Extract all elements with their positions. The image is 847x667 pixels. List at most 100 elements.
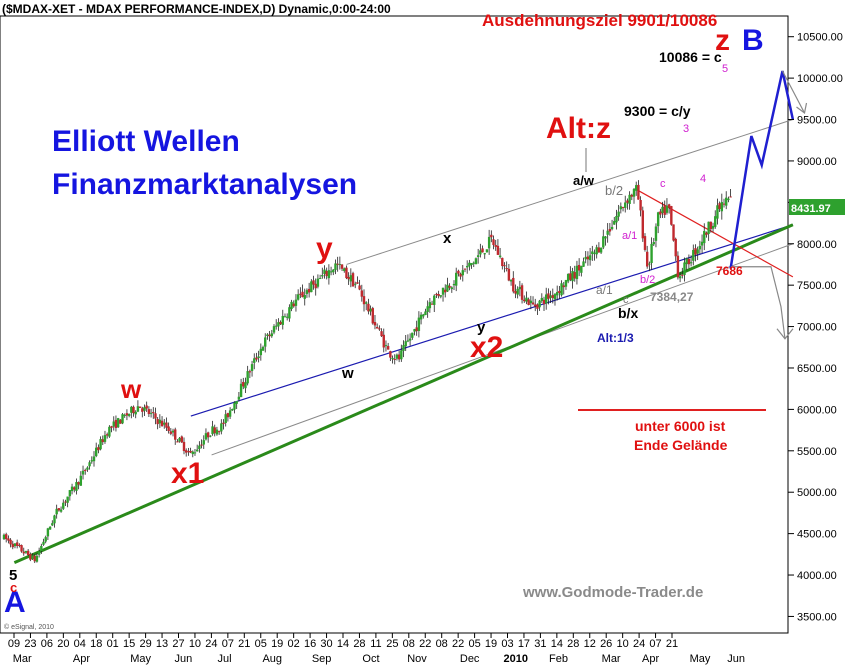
candle-up — [288, 307, 291, 319]
candle-up — [516, 288, 519, 295]
candle-up — [88, 462, 91, 467]
wave-b-2: b/2 — [605, 183, 623, 198]
wave-3: 3 — [683, 123, 689, 135]
candle-up — [149, 412, 153, 414]
candle-up — [685, 258, 688, 265]
day-tick-label: 30 — [320, 638, 332, 650]
candle-down — [527, 299, 530, 305]
candle-up — [354, 283, 357, 285]
target-annotation: Ausdehnungsziel 9901/10086 — [482, 11, 717, 30]
candle-up — [81, 470, 85, 475]
candle-up — [498, 255, 502, 258]
candle-up — [253, 358, 256, 363]
wave-x1: x1 — [171, 457, 204, 490]
candle-up — [635, 185, 638, 191]
candle-up — [404, 341, 407, 347]
day-tick-label: 18 — [90, 638, 102, 650]
candle-down — [637, 184, 640, 200]
day-tick-label: 20 — [57, 638, 69, 650]
candle-up — [593, 252, 596, 254]
candle-up — [428, 302, 432, 309]
candle-up — [652, 242, 655, 245]
wave-alt-z: Alt:z — [546, 112, 611, 145]
candle-down — [105, 434, 109, 436]
candle-down — [639, 199, 642, 211]
candle-down — [674, 238, 677, 257]
candle-down — [64, 501, 67, 503]
alt-arrow — [730, 266, 786, 339]
candle-down — [386, 346, 390, 350]
candle-down — [145, 405, 148, 409]
candle-down — [242, 381, 245, 387]
candle-down — [709, 221, 713, 230]
candle-down — [459, 273, 462, 277]
candle-down — [597, 247, 601, 253]
candle-up — [615, 216, 618, 223]
day-tick-label: 02 — [288, 638, 300, 650]
month-label: Apr — [73, 653, 90, 665]
candle-down — [167, 426, 170, 432]
candle-down — [57, 508, 61, 511]
unter-6000-text: unter 6000 ist — [635, 418, 726, 434]
candle-up — [277, 322, 280, 327]
candle-up — [692, 249, 695, 261]
day-tick-label: 19 — [485, 638, 497, 650]
candle-up — [571, 271, 574, 282]
candle-down — [362, 296, 366, 305]
day-tick-label: 16 — [304, 638, 316, 650]
candle-down — [77, 482, 80, 485]
candle-down — [132, 406, 135, 414]
level-7384-label: 7384,27 — [650, 290, 694, 304]
candle-up — [714, 216, 717, 227]
candle-down — [138, 406, 142, 408]
candle-up — [266, 334, 269, 336]
candle-up — [433, 295, 436, 305]
candle-down — [393, 358, 396, 360]
wave-y-small: y — [477, 319, 486, 336]
candle-down — [507, 268, 511, 281]
candle-up — [476, 255, 480, 258]
candle-down — [397, 354, 401, 360]
price-tick-label: 10000.00 — [797, 73, 843, 85]
candle-up — [264, 337, 267, 347]
day-tick-label: 03 — [501, 638, 513, 650]
candle-up — [46, 528, 50, 537]
candle-up — [250, 364, 254, 371]
candle-up — [365, 302, 368, 304]
candle-up — [707, 221, 710, 234]
day-tick-label: 19 — [271, 638, 283, 650]
candle-up — [665, 205, 669, 213]
month-label: Mar — [602, 653, 621, 665]
candle-down — [206, 432, 210, 438]
wave-x-small: x — [443, 230, 452, 247]
candle-down — [512, 277, 515, 292]
candle-up — [450, 287, 454, 290]
candle-up — [529, 300, 533, 304]
candle-up — [130, 406, 133, 413]
month-label: Feb — [549, 653, 568, 665]
candle-up — [474, 258, 478, 265]
price-tick-label: 6500.00 — [797, 363, 837, 375]
candle-up — [575, 265, 579, 280]
candle-up — [465, 265, 469, 268]
day-tick-label: 14 — [551, 638, 563, 650]
candle-down — [187, 451, 190, 453]
level-7686-label: 7686 — [716, 264, 743, 278]
candle-up — [485, 249, 489, 253]
chart-title: ($MDAX-XET - MDAX PERFORMANCE-INDEX,D) D… — [2, 2, 391, 16]
wave-z: z — [715, 24, 730, 57]
candle-down — [444, 289, 447, 293]
day-tick-label: 21 — [666, 638, 678, 650]
wave-c-mag: c — [660, 178, 666, 190]
candle-up — [270, 333, 274, 337]
candle-down — [347, 276, 350, 280]
wave-five: 5 — [9, 567, 17, 584]
candle-up — [70, 486, 74, 492]
candle-down — [307, 288, 311, 293]
last-price-badge — [789, 199, 845, 215]
candle-up — [703, 230, 706, 244]
candle-down — [4, 534, 8, 540]
candle-down — [154, 413, 157, 419]
day-tick-label: 25 — [386, 638, 398, 650]
candle-down — [26, 550, 30, 556]
